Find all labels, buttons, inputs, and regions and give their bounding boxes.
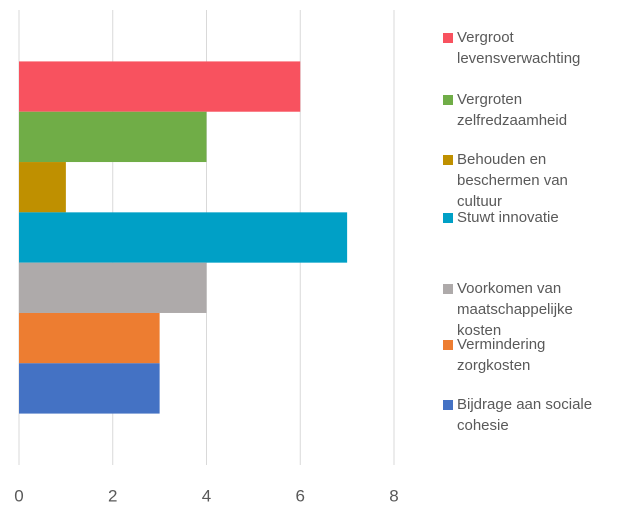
bar [19,61,301,112]
x-tick-label: 0 [14,486,23,505]
bar [19,312,160,364]
legend-label: Bijdrage aan sociale cohesie [457,396,593,434]
x-tick-label: 6 [296,486,305,505]
legend-swatch [443,155,453,165]
legend-swatch [443,95,453,105]
legend-label: Stuwt innovatie [457,209,559,226]
bar [19,162,66,213]
legend-label: Vergroten zelfredzaamheid [457,91,568,129]
bar [19,262,207,313]
legend-label: Vermindering zorgkosten [457,336,546,374]
legend-swatch [443,340,453,350]
x-tick-label: 8 [389,486,398,505]
legend-swatch [443,284,453,294]
legend-label: Behouden en beschermen van cultuur [457,151,568,210]
x-tick-label: 2 [108,486,117,505]
legend-label: Vergroot levensverwachting [457,29,581,67]
legend-swatch [443,33,453,43]
bar [19,111,207,163]
legend-swatch [443,213,453,223]
legend-label: Voorkomen van maatschappelijke kosten [457,280,573,339]
x-tick-label: 4 [202,486,211,505]
bar [19,363,160,414]
legend-swatch [443,400,453,410]
bar [19,212,348,263]
